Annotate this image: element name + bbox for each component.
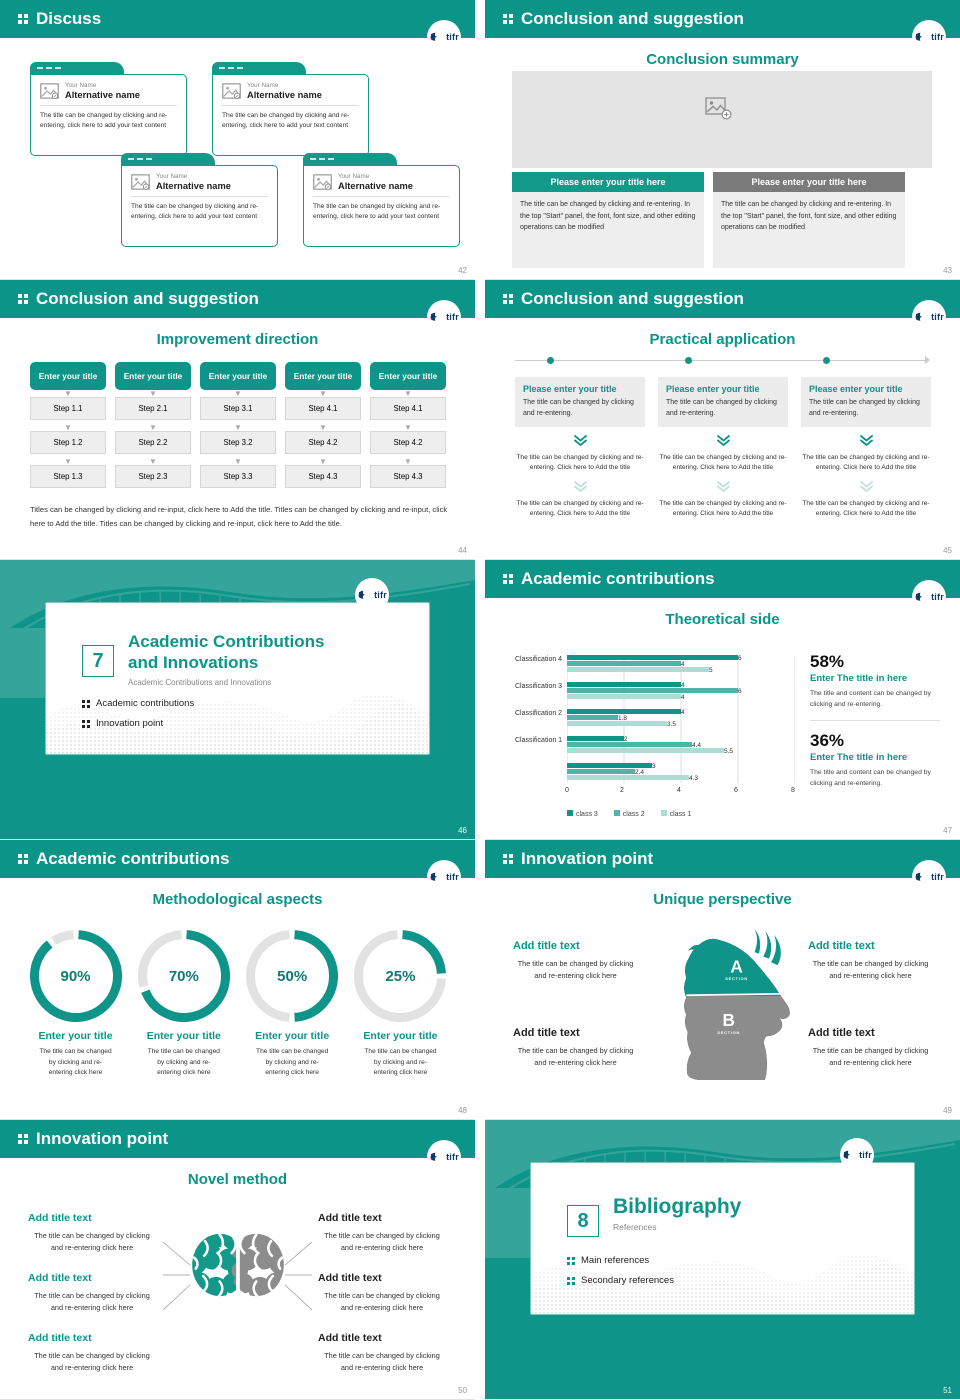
svg-text:A: A — [730, 956, 742, 976]
svg-text:SECTION: SECTION — [717, 1030, 740, 1035]
svg-text:SECTION: SECTION — [725, 976, 748, 981]
svg-text:B: B — [723, 1010, 735, 1030]
